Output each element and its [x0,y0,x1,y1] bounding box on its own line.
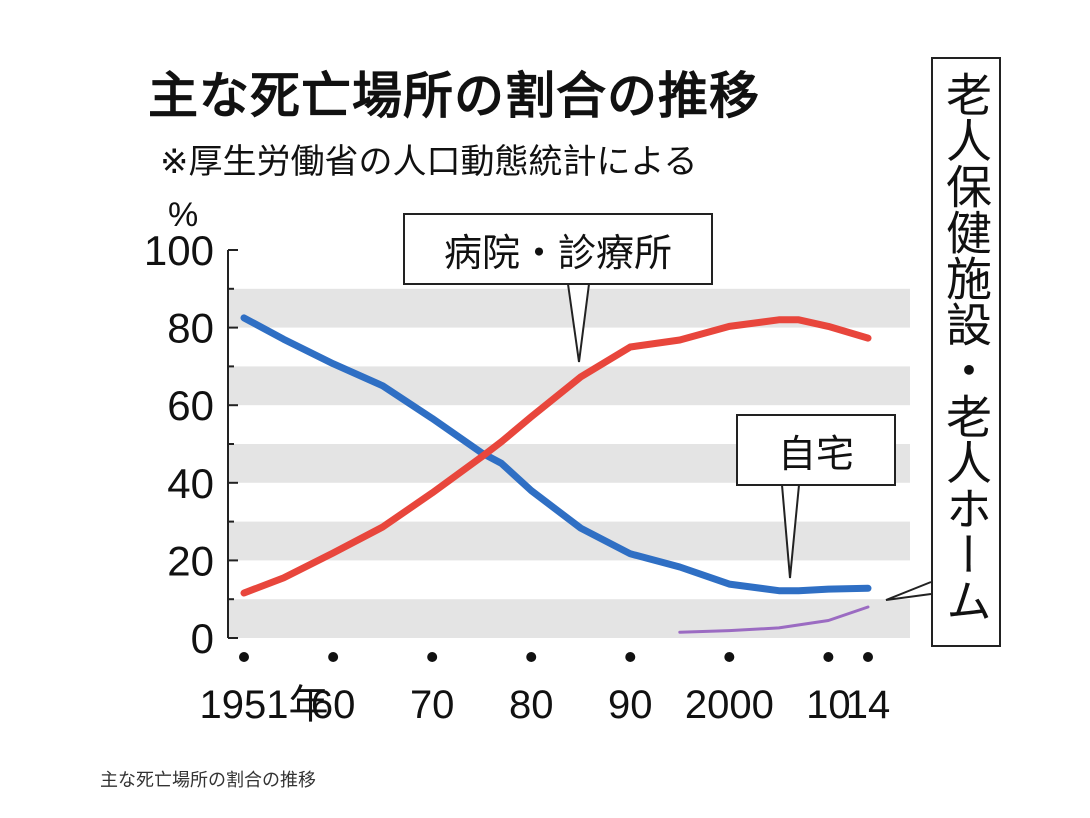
x-tick-label: 1951年 [200,683,329,727]
y-tick-label: 20 [167,537,214,584]
y-axis: 0 20 40 60 80 100% [144,196,238,662]
series-lines [240,314,872,634]
x-tick-dot [724,652,735,662]
hospital-label: 病院・診療所 [403,213,713,285]
hospital-pointer [567,283,590,363]
y-tick-label: 60 [167,382,214,429]
chart-title: 主な死亡場所の割合の推移 [148,67,760,125]
grid-band [228,599,910,638]
y-axis-unit: % [168,196,198,234]
series-line [678,605,870,634]
facility-pointer [885,581,932,601]
facility-label: 老人保健施設・老人ホーム [939,71,993,623]
chart-subtitle: ※厚生労働省の人口動態統計による [160,142,698,182]
x-tick-label: 90 [608,683,653,727]
callout-pointers [567,283,932,601]
home-pointer [781,484,800,579]
grid-bands [228,288,910,638]
y-tick-label: 0 [191,615,214,662]
facility-label-box: 老人保健施設・老人ホーム [931,57,1001,647]
series-line [240,314,872,595]
x-tick-label: 14 [846,683,891,727]
x-tick-dot [823,652,834,662]
x-tick-dot [239,652,249,662]
x-tick-dot [526,652,537,662]
x-tick-dot [328,652,339,662]
x-tick-dot [625,652,636,662]
grid-band [228,521,910,561]
x-tick-label: 60 [311,683,356,727]
series-line [240,316,872,597]
y-tick-label: 80 [167,305,214,352]
image-caption: 主な死亡場所の割合の推移 [100,770,316,791]
x-tick-label: 80 [509,683,554,727]
home-label: 自宅 [736,414,896,486]
x-tick-label: 70 [410,683,455,727]
x-tick-label: 10 [806,683,851,727]
x-tick-dot [863,652,873,662]
x-tick-label: 2000 [685,683,774,727]
y-tick-label: 100 [144,227,214,274]
x-tick-dot [427,652,438,662]
y-tick-label: 40 [167,460,214,507]
